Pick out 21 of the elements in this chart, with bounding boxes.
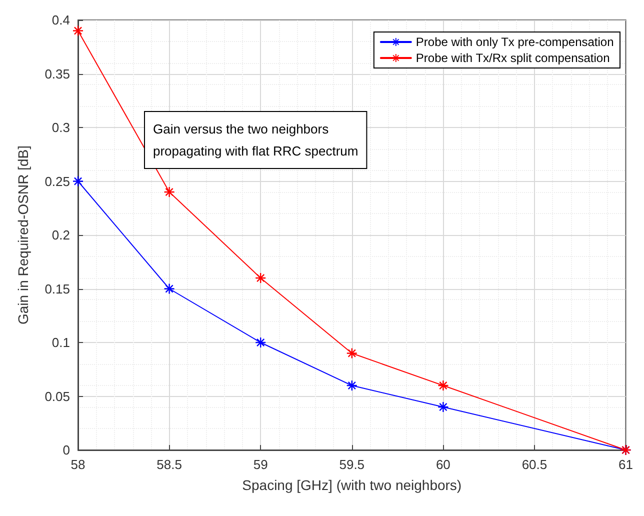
y-tick-label: 0.3 (52, 120, 70, 135)
x-tick-label: 60 (436, 457, 450, 472)
y-tick-label: 0.1 (52, 335, 70, 350)
y-tick-label: 0.4 (52, 12, 70, 28)
x-tick-label: 58.5 (156, 457, 182, 472)
y-tick-label: 0.25 (44, 174, 70, 189)
legend-label: Probe with only Tx pre-compensation (416, 35, 614, 49)
y-tick-label: 0.15 (44, 281, 70, 296)
annotation: Gain versus the two neighbors propagating with flat RRC spectrum (153, 122, 358, 158)
x-tick-label: 59.5 (339, 457, 365, 472)
y-tick-label: 0.05 (44, 388, 70, 404)
x-axis-title: Spacing [GHz] (with two neighbors) (242, 477, 462, 493)
y-tick-label: 0.35 (44, 66, 70, 82)
legend-label: Probe with Tx/Rx split compensation (416, 51, 610, 65)
x-tick-label: 58 (70, 457, 86, 472)
y-tick-label: 0.2 (52, 228, 70, 242)
x-tick-label: 59 (253, 457, 268, 472)
y-axis-title: Gain in Required-OSNR [dB] (15, 146, 31, 324)
y-tick-label: 0 (62, 442, 70, 458)
x-tick-label: 61 (618, 457, 634, 472)
x-tick-label: 60.5 (522, 457, 548, 472)
